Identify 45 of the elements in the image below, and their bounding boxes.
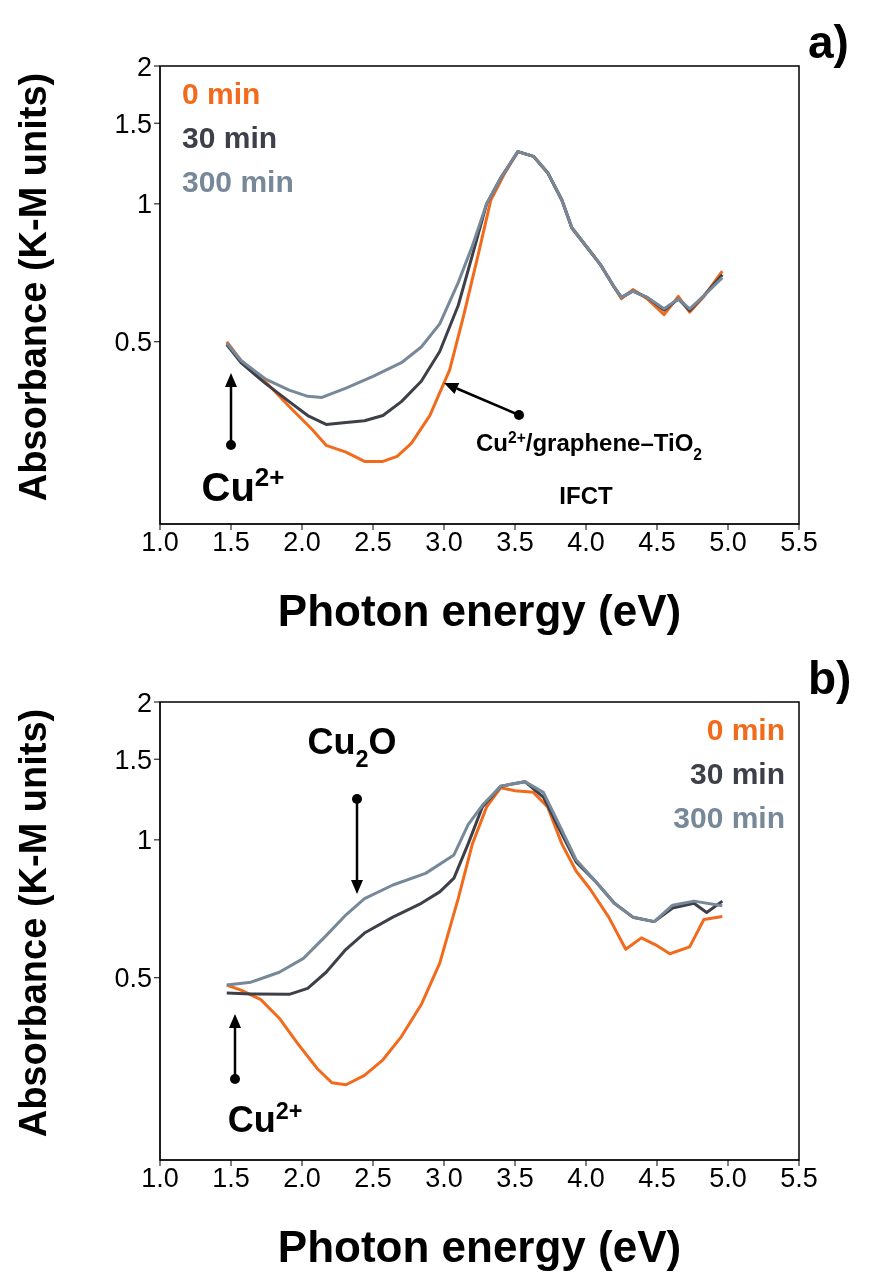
text: 300 min	[182, 165, 294, 198]
x-tick-label: 3.0	[425, 527, 463, 558]
annotation: Cu$_{2}$O	[307, 721, 397, 772]
text: b)	[808, 652, 852, 704]
text: 0 min	[706, 713, 785, 746]
x-tick-label: 2.0	[283, 527, 321, 558]
x-axis-title: Photon energy (eV)	[277, 586, 682, 635]
x-tick-label: 2.0	[283, 1163, 321, 1194]
annotation: Cu$^{2+}$/graphene–TiO$_{2}$	[475, 428, 703, 463]
x-tick-label: 3.5	[496, 527, 534, 558]
y-tick-label: 1.5	[114, 744, 152, 775]
x-tick-label: 5.5	[780, 527, 818, 558]
y-tick-label: 1	[136, 189, 152, 220]
annotation: Cu$^{2+}$	[201, 462, 285, 509]
y-tick-label: 1	[136, 825, 152, 856]
x-tick-label: 2.5	[354, 1163, 392, 1194]
x-tick-label: 2.5	[354, 527, 392, 558]
x-tick-label: 4.5	[638, 1163, 676, 1194]
x-tick-label: 3.0	[425, 1163, 463, 1194]
text: 30 min	[182, 121, 278, 154]
x-tick-label: 1.5	[212, 1163, 250, 1194]
text: 300 min	[673, 801, 785, 834]
y-tick-label: 1.5	[114, 108, 152, 139]
annotation: IFCT	[559, 482, 613, 509]
x-axis-title: Photon energy (eV)	[277, 1222, 682, 1271]
y-tick-label: 0.5	[114, 327, 152, 358]
text: a)	[808, 16, 849, 68]
x-tick-label: 4.0	[567, 1163, 605, 1194]
x-tick-label: 5.5	[780, 1163, 818, 1194]
y-axis-title: Absorbance (K-M units)	[12, 72, 54, 502]
x-tick-label: 1.0	[141, 1163, 179, 1194]
x-tick-label: 1.0	[141, 527, 179, 558]
text: 30 min	[689, 757, 785, 790]
y-tick-label: 0.5	[114, 963, 152, 994]
x-tick-label: 1.5	[212, 527, 250, 558]
y-tick-label: 2	[136, 687, 152, 718]
x-tick-label: 4.0	[567, 527, 605, 558]
x-tick-label: 3.5	[496, 1163, 534, 1194]
x-tick-label: 4.5	[638, 527, 676, 558]
x-tick-label: 5.0	[709, 527, 747, 558]
text: 0 min	[182, 77, 261, 110]
annotation: Cu$^{2+}$	[227, 1098, 303, 1140]
y-tick-label: 2	[136, 51, 152, 82]
y-axis-title: Absorbance (K-M units)	[12, 708, 54, 1138]
x-tick-label: 5.0	[709, 1163, 747, 1194]
